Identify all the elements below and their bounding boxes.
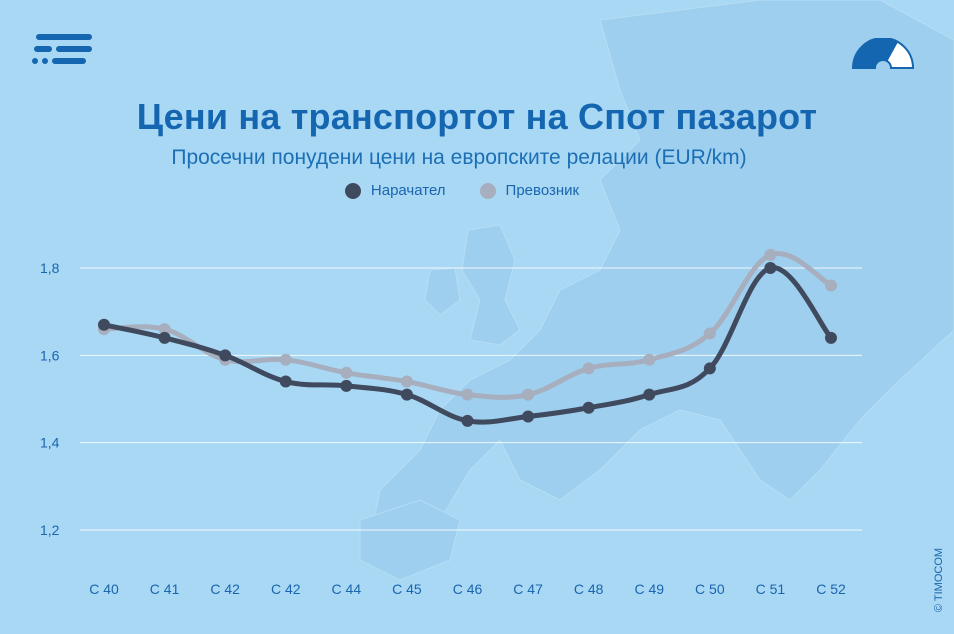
x-tick-label: C 45 <box>392 581 422 597</box>
data-point-series-1 <box>279 353 292 366</box>
data-point-series-1 <box>582 362 595 375</box>
data-point-series-0 <box>158 331 171 344</box>
x-tick-label: C 49 <box>634 581 664 597</box>
chart-title: Цени на транспортот на Спот пазарот <box>136 96 818 137</box>
x-tick-label: C 40 <box>89 581 119 597</box>
legend-label-customer: Нарачател <box>370 182 446 199</box>
x-tick-label: C 51 <box>756 581 786 597</box>
speedometer-gauge-icon <box>851 38 915 69</box>
data-point-series-0 <box>279 375 292 388</box>
data-point-series-0 <box>582 401 595 414</box>
x-tick-label: C 44 <box>332 581 362 597</box>
y-tick-label: 1,8 <box>40 260 60 276</box>
x-tick-label: C 41 <box>150 581 180 597</box>
data-point-series-1 <box>764 248 777 261</box>
y-tick-label: 1,6 <box>40 347 60 363</box>
y-tick-label: 1,2 <box>40 522 60 538</box>
series-line-1 <box>101 251 834 400</box>
data-point-series-1 <box>703 327 716 340</box>
x-tick-label: C 48 <box>574 581 604 597</box>
legend: Нарачател Превозник <box>0 182 924 199</box>
data-point-series-0 <box>400 388 413 401</box>
legend-label-carrier: Превозник <box>505 182 580 199</box>
data-point-series-1 <box>522 388 535 401</box>
data-point-series-1 <box>158 323 171 336</box>
x-tick-label: C 42 <box>271 581 301 597</box>
chart-subtitle: Просечни понудени цени на европските рел… <box>171 146 747 169</box>
data-point-series-0 <box>98 318 110 331</box>
y-tick-label: 1,4 <box>40 435 60 451</box>
legend-item-carrier: Превозник <box>479 182 580 199</box>
data-point-series-0 <box>522 410 535 423</box>
data-point-series-0 <box>825 331 837 344</box>
data-point-series-0 <box>340 379 353 392</box>
data-point-series-1 <box>825 279 837 292</box>
x-tick-label: C 46 <box>453 581 483 597</box>
data-point-series-1 <box>340 366 353 379</box>
x-tick-label: C 50 <box>695 581 725 597</box>
x-tick-label: C 52 <box>816 581 846 597</box>
data-point-series-0 <box>703 362 716 375</box>
copyright-note: © TIMOCOM <box>933 547 945 613</box>
data-point-series-0 <box>643 388 656 401</box>
x-tick-label: C 47 <box>513 581 543 597</box>
x-tick-label: C 42 <box>210 581 240 597</box>
data-point-series-1 <box>461 388 474 401</box>
data-point-series-1 <box>643 353 656 366</box>
data-point-series-0 <box>461 414 474 427</box>
data-point-series-0 <box>764 262 777 274</box>
legend-item-customer: Нарачател <box>344 182 446 199</box>
data-point-series-0 <box>219 349 232 362</box>
legend-swatch-customer <box>344 182 361 199</box>
timocom-logo-icon <box>32 34 92 64</box>
data-point-series-1 <box>400 375 413 388</box>
legend-swatch-carrier <box>479 182 496 199</box>
